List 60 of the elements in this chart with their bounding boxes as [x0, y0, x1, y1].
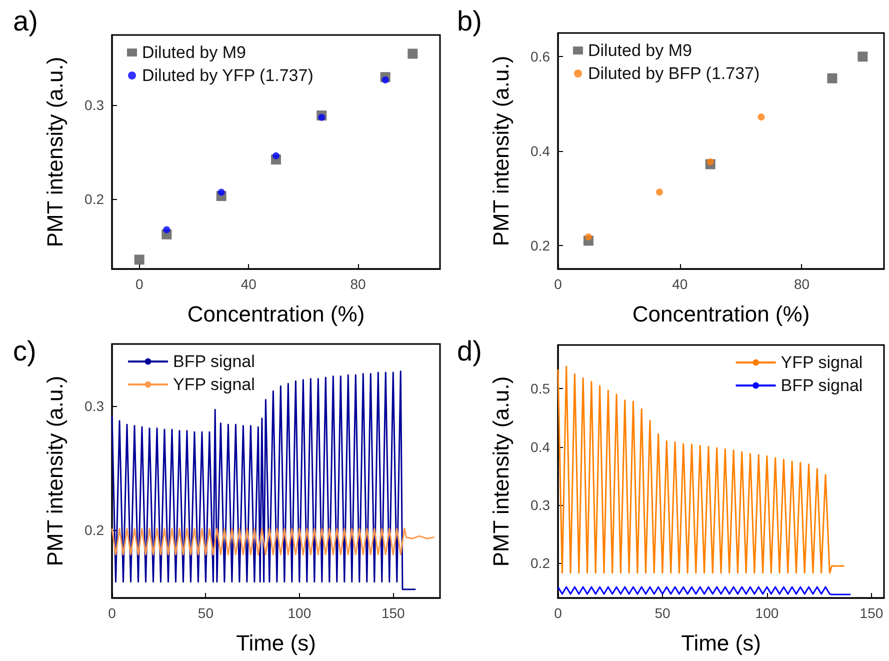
y-axis-title: PMT intensity (a.u.) [488, 376, 514, 567]
legend-label: YFP signal [780, 353, 863, 372]
x-axis-title: Concentration (%) [632, 302, 810, 326]
point [318, 114, 326, 121]
legend-label: Diluted by M9 [588, 41, 692, 60]
y-axis-title: PMT intensity (a.u.) [42, 56, 68, 248]
x-tick-label: 0 [554, 605, 562, 621]
y-tick-label: 0.2 [530, 555, 550, 572]
y-tick-label: 0.2 [530, 237, 550, 254]
point [408, 48, 418, 59]
chart-title: b) [457, 6, 482, 36]
legend-label: YFP signal [173, 375, 255, 394]
point [758, 114, 765, 121]
point [163, 226, 170, 234]
y-tick-label: 0.3 [84, 398, 104, 414]
y-tick-label: 0.4 [530, 438, 550, 455]
y-tick-label: 0.6 [530, 48, 550, 65]
chart-title: a) [13, 6, 38, 36]
x-axis-title: Time (s) [681, 630, 761, 656]
point [218, 188, 225, 196]
y-tick-label: 0.2 [84, 522, 104, 538]
line-series [111, 370, 416, 590]
x-tick-label: 0 [108, 605, 116, 621]
y-axis-title: PMT intensity (a.u.) [42, 376, 68, 566]
point [706, 158, 714, 166]
legend-label: Diluted by YFP (1.737) [142, 66, 314, 85]
x-tick-label: 0 [135, 276, 144, 292]
legend-label: Diluted by M9 [142, 43, 246, 62]
line-series [111, 528, 436, 556]
point [656, 188, 663, 196]
y-tick-label: 0.5 [530, 380, 550, 397]
x-tick-label: 150 [860, 605, 884, 621]
x-tick-label: 80 [350, 276, 366, 292]
point [584, 233, 592, 240]
x-tick-label: 150 [381, 605, 406, 621]
y-tick-label: 0.3 [84, 97, 104, 114]
legend-label: BFP signal [173, 352, 255, 371]
x-tick-label: 100 [755, 605, 779, 621]
x-tick-label: 40 [672, 276, 688, 292]
point [858, 52, 868, 62]
x-tick-label: 0 [554, 276, 562, 292]
x-axis-title: Time (s) [236, 630, 316, 656]
x-axis-title: Concentration (%) [187, 302, 365, 326]
x-tick-label: 50 [654, 605, 670, 621]
x-tick-label: 100 [288, 605, 312, 621]
point [134, 254, 144, 265]
legend-label: Diluted by BFP (1.737) [588, 64, 760, 83]
point [272, 152, 280, 160]
x-tick-label: 40 [240, 276, 257, 292]
y-axis-title: PMT intensity (a.u.) [488, 56, 514, 246]
legend-label: BFP signal [780, 376, 863, 395]
y-tick-label: 0.2 [84, 190, 104, 207]
y-tick-label: 0.4 [530, 143, 550, 159]
x-tick-label: 80 [794, 276, 810, 292]
chart-title: d) [457, 336, 482, 366]
point [382, 76, 389, 84]
chart-title: c) [13, 336, 36, 366]
x-tick-label: 50 [198, 605, 214, 621]
y-tick-label: 0.3 [530, 496, 550, 513]
point [827, 73, 838, 84]
